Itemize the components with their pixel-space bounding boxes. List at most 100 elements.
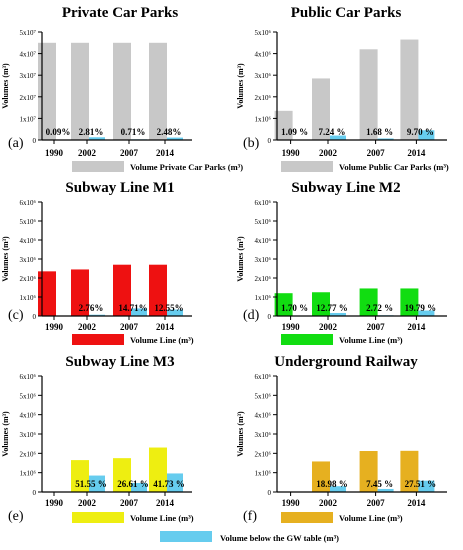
y-tick-label: 0 (33, 137, 37, 145)
y-tick-label: 1x10⁶ (20, 294, 37, 302)
y-tick-label: 6x10⁶ (255, 373, 272, 381)
bar-below-gw-2002 (330, 486, 346, 492)
chart-title: Subway Line M3 (65, 354, 174, 370)
bar-below-gw-2007 (131, 482, 147, 492)
percent-label: 0.71% (121, 127, 146, 137)
bar-below-gw-2014 (167, 137, 183, 140)
percent-label: 2.72 % (366, 303, 393, 313)
x-tick-label: 1990 (282, 498, 301, 508)
x-tick-label: 2014 (407, 322, 426, 332)
legend-label: Volume Line (m³) (339, 513, 403, 523)
legend-swatch (281, 161, 333, 172)
y-tick-label: 5x10⁶ (20, 392, 37, 400)
y-tick-label: 1x10⁶ (255, 115, 272, 123)
y-tick-label: 2x10⁶ (255, 450, 272, 458)
x-tick-label: 2007 (120, 148, 139, 158)
percent-label: 1.70 % (281, 303, 308, 313)
x-tick-label: 2007 (367, 322, 386, 332)
percent-label: 0.09% (46, 127, 71, 137)
bar-below-gw-2002 (89, 475, 105, 492)
x-tick-label: 2002 (319, 322, 338, 332)
bar-private-2007 (113, 42, 131, 140)
y-axis-label: Volumes (m³) (1, 411, 10, 457)
x-tick-label: 1990 (45, 148, 64, 158)
percent-label: 41.73 % (153, 479, 185, 489)
y-axis-label: Volumes (m³) (236, 411, 245, 457)
y-tick-label: 1x10⁶ (255, 294, 272, 302)
y-tick-label: 3x10⁷ (20, 72, 37, 80)
bar-below-gw-2014 (418, 480, 435, 492)
bar-m2-2007 (359, 288, 378, 316)
bar-m1-2002 (71, 269, 89, 316)
y-axis-label: Volumes (m³) (1, 236, 10, 282)
percent-label: 26.61 % (117, 479, 149, 489)
y-tick-label: 0 (268, 313, 272, 321)
bar-below-gw-2007 (377, 138, 394, 140)
bar-railway-2014 (400, 450, 419, 492)
panel-label: (f) (243, 509, 257, 524)
bar-below-gw-2002 (330, 135, 346, 140)
bar-private-2014 (149, 42, 167, 140)
x-tick-label: 2002 (78, 148, 97, 158)
y-tick-label: 4x10⁶ (255, 237, 272, 245)
legend-swatch (72, 161, 124, 172)
x-tick-label: 2014 (156, 498, 175, 508)
y-axis-label: Volumes (m³) (236, 236, 245, 282)
y-tick-label: 3x10⁶ (255, 256, 272, 264)
panel-label: (d) (243, 308, 260, 323)
chart-title: Underground Railway (274, 354, 418, 370)
x-tick-label: 2002 (319, 498, 338, 508)
legend-swatch (281, 512, 333, 523)
bar-public-2002 (312, 78, 330, 140)
chart-panel: Subway Line M1 Volumes (m³) 1990 2002 2.76% 2… (1, 180, 194, 345)
percent-label: 2.81% (79, 127, 104, 137)
x-tick-label: 2007 (120, 322, 139, 332)
bar-m3-2014 (149, 447, 167, 492)
legend-label: Volume Line (m³) (339, 335, 403, 345)
percent-label: 1.68 % (366, 127, 393, 137)
x-tick-label: 2014 (407, 498, 426, 508)
y-tick-label: 6x10⁶ (255, 199, 272, 207)
bar-public-1990 (274, 110, 293, 140)
bar-below-gw-2002 (89, 137, 105, 140)
x-tick-label: 1990 (282, 148, 301, 158)
percent-label: 12.55% (154, 303, 183, 313)
bar-private-1990 (38, 42, 56, 140)
y-tick-label: 5x10⁶ (255, 29, 272, 37)
bar-below-gw-2007 (131, 308, 147, 316)
y-tick-label: 3x10⁶ (255, 431, 272, 439)
y-tick-label: 4x10⁷ (20, 51, 37, 59)
y-tick-label: 6x10⁶ (20, 373, 37, 381)
y-tick-label: 1x10⁶ (255, 470, 272, 478)
bar-below-gw-2014 (418, 130, 435, 140)
bar-m3-2007 (113, 458, 131, 492)
bar-below-gw-2014 (167, 473, 183, 492)
shared-legend: Volume below the GW table (m³) (160, 531, 339, 543)
y-tick-label: 1x10⁷ (20, 115, 37, 123)
bar-public-2014 (400, 39, 419, 141)
panel-label: (b) (243, 136, 260, 151)
bar-m2-2014 (400, 288, 419, 316)
percent-label: 9.70 % (407, 127, 434, 137)
percent-label: 7.24 % (319, 127, 346, 137)
legend-label: Volume Line (m³) (130, 335, 194, 345)
bar-m1-2014 (149, 264, 167, 316)
legend-label: Volume Private Car Parks (m³) (130, 162, 243, 172)
y-tick-label: 2x10⁶ (255, 275, 272, 283)
chart-panel: Public Car Parks Volumes (m³) 1990 1.09 % 20… (236, 5, 449, 172)
y-tick-label: 0 (268, 137, 272, 145)
y-tick-label: 5x10⁶ (20, 218, 37, 226)
x-tick-label: 2014 (156, 148, 175, 158)
chart-panel: Subway Line M3 Volumes (m³) 1990 2002 51.55 … (1, 354, 194, 524)
percent-label: 14.71% (118, 303, 147, 313)
legend-swatch (281, 334, 333, 345)
x-tick-label: 1990 (45, 498, 64, 508)
y-axis-label: Volumes (m³) (1, 63, 10, 109)
x-tick-label: 2002 (319, 148, 338, 158)
percent-label: 2.48% (157, 127, 182, 137)
x-tick-label: 1990 (45, 322, 64, 332)
legend-swatch (72, 512, 124, 523)
bar-below-gw-2014 (418, 310, 435, 316)
panel-label: (c) (8, 308, 24, 323)
bar-m1-2007 (113, 264, 131, 316)
